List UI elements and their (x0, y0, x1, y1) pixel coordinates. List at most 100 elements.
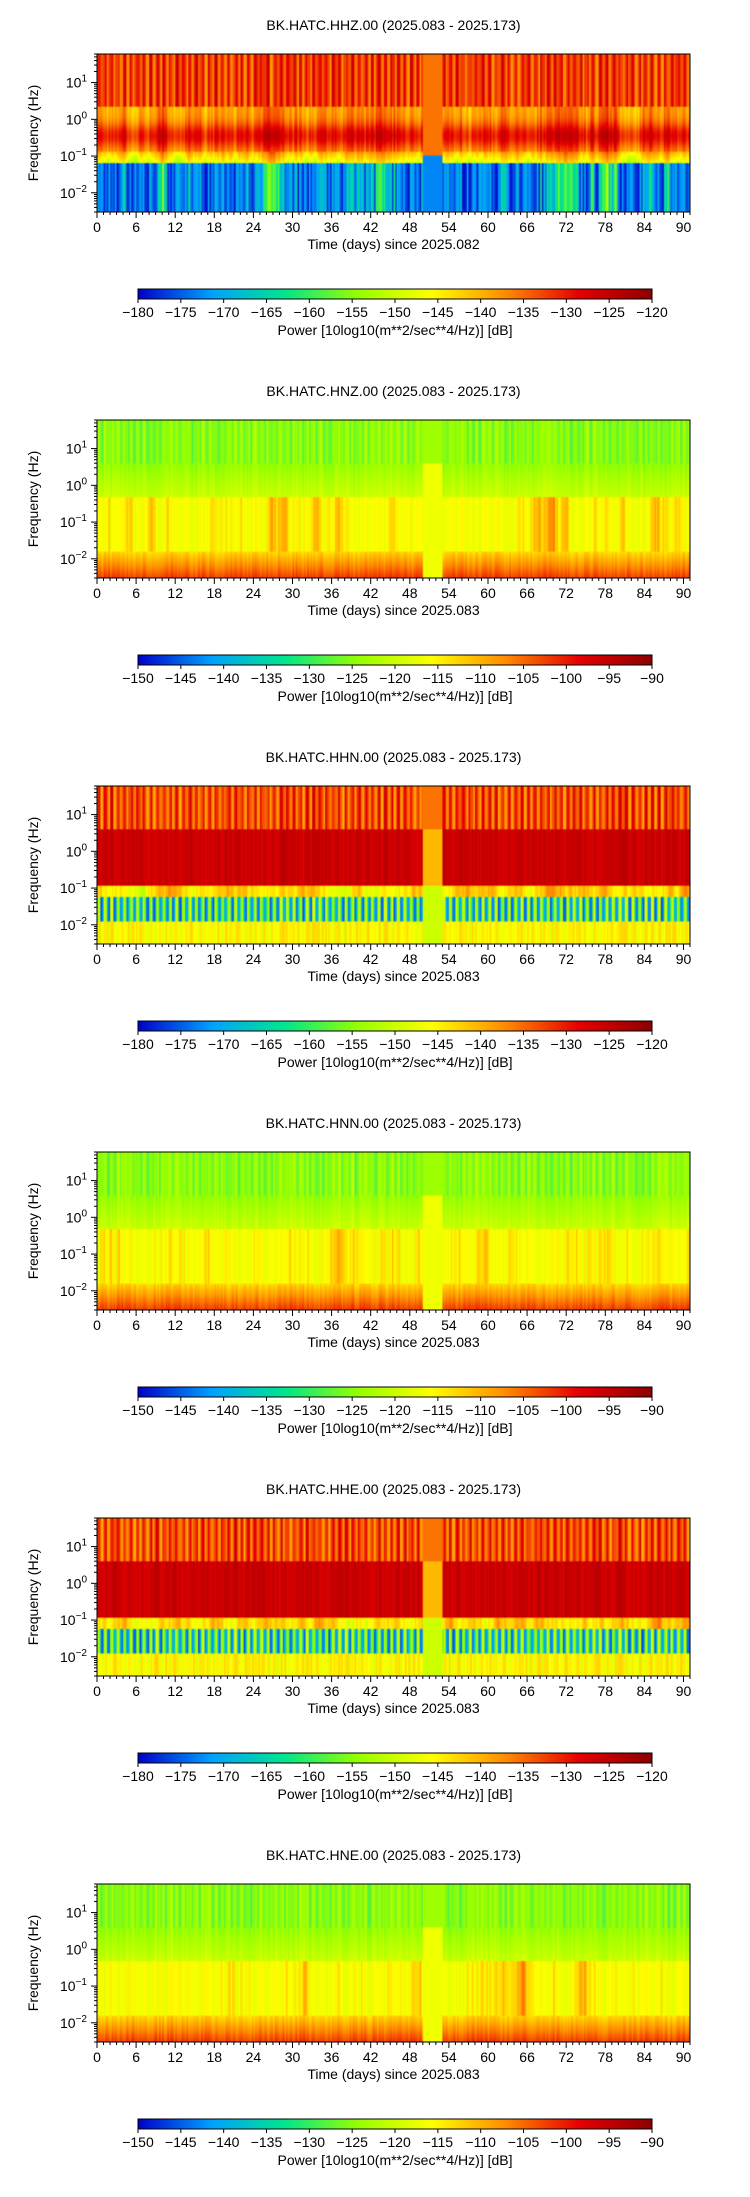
chart-title: BK.HATC.HNZ.00 (2025.083 - 2025.173) (266, 383, 520, 399)
colorbar-tick-label: −160 (294, 1768, 326, 1784)
colorbar-tick-label: −135 (251, 2134, 283, 2150)
colorbar-tick-label: −130 (551, 304, 583, 320)
spectrogram-image (97, 420, 690, 578)
x-tick-label: 72 (558, 1683, 574, 1699)
colorbar-tick-label: −130 (294, 1402, 326, 1418)
x-tick-label: 78 (597, 219, 613, 235)
colorbar-tick-label: −150 (122, 1402, 154, 1418)
x-tick-label: 78 (597, 2049, 613, 2065)
x-tick-label: 78 (597, 1683, 613, 1699)
colorbar-tick-label: −125 (336, 1402, 368, 1418)
y-tick-label: 101 (66, 74, 88, 91)
x-tick-label: 60 (480, 2049, 496, 2065)
x-tick-label: 6 (132, 2049, 140, 2065)
colorbar-tick-label: −180 (122, 1036, 154, 1052)
x-tick-label: 24 (246, 219, 262, 235)
colorbar-tick-label: −125 (336, 2134, 368, 2150)
spectrogram-image (97, 1518, 690, 1676)
x-tick-label: 90 (676, 219, 692, 235)
colorbar-tick-label: −150 (122, 2134, 154, 2150)
x-axis-label: Time (days) since 2025.083 (307, 1700, 479, 1716)
x-tick-label: 66 (519, 1317, 535, 1333)
x-tick-label: 36 (324, 585, 340, 601)
colorbar-label: Power [10log10(m**2/sec**4/Hz)] [dB] (278, 2152, 513, 2168)
x-tick-label: 18 (207, 219, 223, 235)
colorbar-tick-label: −135 (508, 304, 540, 320)
x-tick-label: 90 (676, 585, 692, 601)
colorbar-tick-label: −135 (508, 1768, 540, 1784)
x-tick-label: 42 (363, 1317, 379, 1333)
x-tick-label: 54 (441, 951, 457, 967)
x-tick-label: 60 (480, 585, 496, 601)
chart-title: BK.HATC.HHN.00 (2025.083 - 2025.173) (266, 749, 522, 765)
colorbar-tick-label: −95 (597, 2134, 621, 2150)
colorbar-tick-label: −120 (636, 1036, 668, 1052)
spectrogram-image (97, 1152, 690, 1310)
colorbar-tick-label: −115 (423, 670, 454, 686)
plot-frame (96, 785, 691, 945)
y-tick-label: 100 (66, 842, 88, 859)
colorbar-tick-label: −105 (508, 1402, 540, 1418)
x-tick-label: 6 (132, 1317, 140, 1333)
x-tick-label: 54 (441, 1683, 457, 1699)
x-tick-label: 6 (132, 585, 140, 601)
colorbar-tick-label: −115 (423, 1402, 454, 1418)
colorbar-tick-label: −150 (379, 1768, 411, 1784)
x-tick-label: 42 (363, 951, 379, 967)
colorbar-tick-label: −100 (551, 670, 583, 686)
colorbar-tick-label: −95 (597, 670, 621, 686)
colorbar-tick-label: −155 (336, 304, 368, 320)
colorbar-tick-label: −150 (379, 304, 411, 320)
colorbar-tick-label: −110 (465, 670, 496, 686)
y-tick-label: 10−1 (60, 1977, 87, 1994)
spectrogram-panel: BK.HATC.HHZ.00 (2025.083 - 2025.173) 0 6 12… (25, 17, 692, 338)
colorbar-tick-label: −130 (294, 670, 326, 686)
x-tick-label: 66 (519, 951, 535, 967)
x-tick-label: 30 (285, 951, 301, 967)
x-tick-label: 72 (558, 585, 574, 601)
x-tick-label: 78 (597, 585, 613, 601)
x-tick-label: 12 (167, 585, 183, 601)
y-tick-label: 100 (66, 476, 88, 493)
colorbar-tick-label: −165 (251, 1036, 283, 1052)
y-tick-label: 10−2 (60, 1648, 87, 1665)
colorbar-tick-label: −110 (465, 2134, 496, 2150)
colorbar-tick-label: −100 (551, 2134, 583, 2150)
y-tick-label: 100 (66, 1940, 88, 1957)
colorbar (137, 1752, 653, 1764)
x-tick-label: 48 (402, 1317, 418, 1333)
y-tick-label: 101 (66, 440, 88, 457)
x-tick-label: 48 (402, 2049, 418, 2065)
spectrogram-panel: BK.HATC.HHN.00 (2025.083 - 2025.173) 0 6 12… (25, 749, 691, 1070)
x-tick-label: 66 (519, 2049, 535, 2065)
x-tick-label: 30 (285, 585, 301, 601)
colorbar-tick-label: −100 (551, 1402, 583, 1418)
x-tick-label: 42 (363, 1683, 379, 1699)
x-tick-label: 18 (207, 1317, 223, 1333)
colorbar-tick-label: −170 (208, 1036, 240, 1052)
colorbar-tick-label: −95 (597, 1402, 621, 1418)
colorbar-tick-label: −120 (636, 304, 668, 320)
colorbar-tick-label: −140 (208, 670, 240, 686)
x-tick-label: 84 (637, 951, 653, 967)
y-tick-label: 101 (66, 1904, 88, 1921)
x-tick-label: 30 (285, 2049, 301, 2065)
x-tick-label: 24 (246, 2049, 262, 2065)
x-tick-label: 36 (324, 2049, 340, 2065)
colorbar-tick-label: −140 (208, 1402, 240, 1418)
y-tick-label: 10−2 (60, 550, 87, 567)
colorbar-tick-label: −125 (593, 1768, 625, 1784)
colorbar-label: Power [10log10(m**2/sec**4/Hz)] [dB] (278, 1054, 513, 1070)
x-tick-label: 24 (246, 1317, 262, 1333)
x-tick-label: 42 (363, 2049, 379, 2065)
colorbar-tick-label: −145 (422, 1768, 454, 1784)
y-tick-label: 101 (66, 1172, 88, 1189)
x-tick-label: 6 (132, 951, 140, 967)
x-tick-label: 24 (246, 951, 262, 967)
colorbar-tick-label: −150 (122, 670, 154, 686)
y-tick-label: 10−2 (60, 184, 87, 201)
spectrogram-panel: BK.HATC.HNN.00 (2025.083 - 2025.173) 0 6 12… (25, 1115, 691, 1436)
y-tick-label: 100 (66, 1208, 88, 1225)
spectrogram-image (97, 54, 690, 212)
